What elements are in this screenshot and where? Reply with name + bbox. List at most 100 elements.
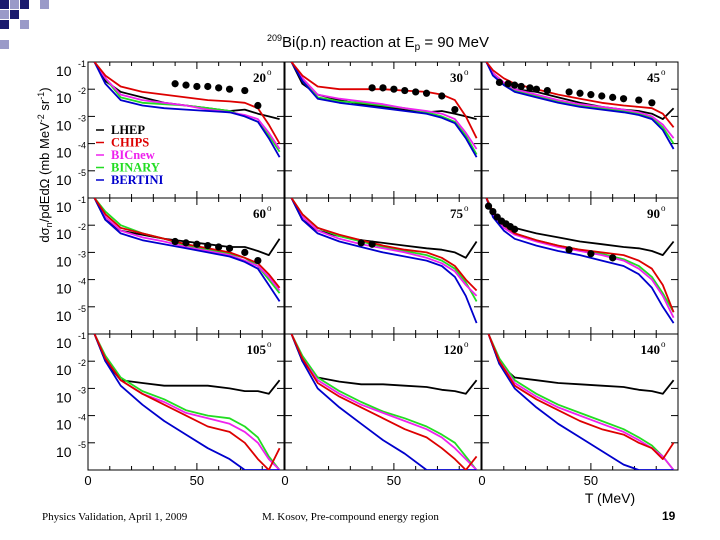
y-tick-label-exponent: -4 [78, 413, 86, 423]
data-point-experiment [204, 242, 212, 250]
title-energy-subscript: p [415, 42, 421, 53]
data-point-experiment [532, 85, 541, 93]
panel-140-deg: 140 o [481, 333, 679, 471]
legend-label-chips: CHIPS [111, 136, 149, 150]
data-point-experiment [451, 106, 459, 114]
y-tick-label-base: 10 [56, 90, 72, 106]
data-point-experiment [357, 239, 365, 247]
panel-75-deg: 75 o [284, 197, 482, 335]
page-number: 19 [662, 509, 676, 523]
title-mass-number: 209 [267, 33, 282, 43]
series-line-bertini [93, 198, 281, 302]
panel-angle-degree: o [464, 67, 469, 77]
panel-curves [93, 334, 281, 470]
y-axis-label: dσn/pdEdΩ (mb MeV-2 sr-1) [36, 87, 54, 242]
data-point-experiment [517, 82, 525, 91]
panel-angle-label: 45 [647, 70, 661, 85]
x-axis-label: T (MeV) [585, 490, 635, 506]
corner-square [0, 0, 9, 9]
series-line-chips [93, 62, 281, 145]
data-point-experiment [241, 248, 249, 256]
y-tick-label-base: 10 [56, 417, 72, 433]
series-line-bertini [290, 334, 477, 470]
series-line-bertini [487, 334, 674, 470]
data-point-experiment [182, 239, 190, 247]
series-line-bicnew [290, 334, 478, 470]
series-line-binary [93, 334, 281, 470]
series-line-bicnew [93, 62, 281, 150]
data-point-experiment [379, 84, 387, 92]
series-line-bicnew [93, 198, 281, 292]
data-point-experiment [171, 237, 179, 246]
data-point-experiment [609, 93, 617, 101]
series-line-bicnew [290, 62, 478, 150]
panel-frame [481, 333, 679, 471]
series-line-chips [485, 62, 675, 128]
y-tick-label-exponent: -5 [78, 304, 86, 314]
panel-angle-degree: o [267, 67, 272, 77]
data-point-experiment [241, 86, 249, 95]
y-tick-label-exponent: -3 [78, 385, 86, 395]
panel-angle-degree: o [267, 203, 272, 213]
panel-angle-degree: o [267, 339, 272, 349]
data-point-experiment [368, 84, 376, 92]
series-line-bertini [93, 334, 280, 470]
y-tick-label-base: 10 [56, 389, 72, 405]
y-tick-label-base: 10 [56, 145, 72, 161]
corner-square [20, 20, 29, 29]
panel-curves [93, 198, 281, 302]
series-line-binary [290, 334, 478, 470]
panel-angle-label: 75 [450, 206, 464, 221]
data-point-experiment [193, 240, 201, 248]
series-line-bertini [290, 62, 478, 158]
data-point-experiment [504, 80, 512, 88]
data-point-experiment [422, 89, 431, 97]
panel-45-deg: 45 o [481, 61, 679, 199]
data-point-experiment [254, 101, 262, 110]
series-line-chips [290, 198, 478, 292]
y-tick-label-exponent: -2 [78, 222, 86, 232]
series-line-chips [487, 334, 675, 461]
ylabel-mid2: sr [37, 99, 52, 114]
data-point-experiment [587, 91, 595, 99]
corner-square [0, 40, 9, 49]
panel-curves [290, 198, 478, 324]
panel-30-deg: 30 o [284, 61, 482, 199]
panel-angle-label: 90 [647, 206, 660, 221]
data-point-experiment [368, 240, 376, 248]
panel-curves [290, 334, 478, 470]
y-tick-label-base: 10 [56, 308, 72, 324]
data-point-experiment [576, 89, 584, 97]
x-tick-label: 0 [84, 473, 91, 488]
ylabel-sup2: -1 [36, 92, 46, 100]
series-line-bertini [290, 198, 478, 324]
data-point-experiment [648, 99, 656, 107]
y-tick-label-exponent: -1 [78, 331, 86, 341]
series-line-binary [487, 334, 675, 470]
panel-curves [487, 334, 675, 470]
data-point-experiment [511, 81, 519, 89]
legend-label-bicnew: BICnew [111, 148, 155, 162]
series-line-bertini [485, 62, 675, 150]
panel-frame [284, 197, 482, 335]
y-tick-label-base: 10 [56, 117, 72, 133]
panel-angle-degree: o [661, 339, 666, 349]
x-tick-label: 0 [478, 473, 485, 488]
x-tick-label: 50 [584, 473, 598, 488]
y-tick-label-base: 10 [56, 362, 72, 378]
data-point-experiment [182, 81, 190, 89]
panel-60-deg: 60 o [87, 197, 285, 335]
panel-105-deg: 105 o [87, 333, 285, 471]
y-tick-label-exponent: -1 [78, 59, 86, 69]
data-point-experiment [171, 80, 179, 88]
y-tick-label-exponent: -5 [78, 168, 86, 178]
panel-frame [284, 333, 482, 471]
legend-label-binary: BINARY [111, 161, 160, 175]
corner-square [10, 0, 19, 9]
data-point-experiment [619, 95, 628, 103]
y-tick-label-base: 10 [56, 199, 72, 215]
data-point-experiment [390, 85, 398, 93]
y-tick-label-exponent: -4 [78, 141, 86, 151]
